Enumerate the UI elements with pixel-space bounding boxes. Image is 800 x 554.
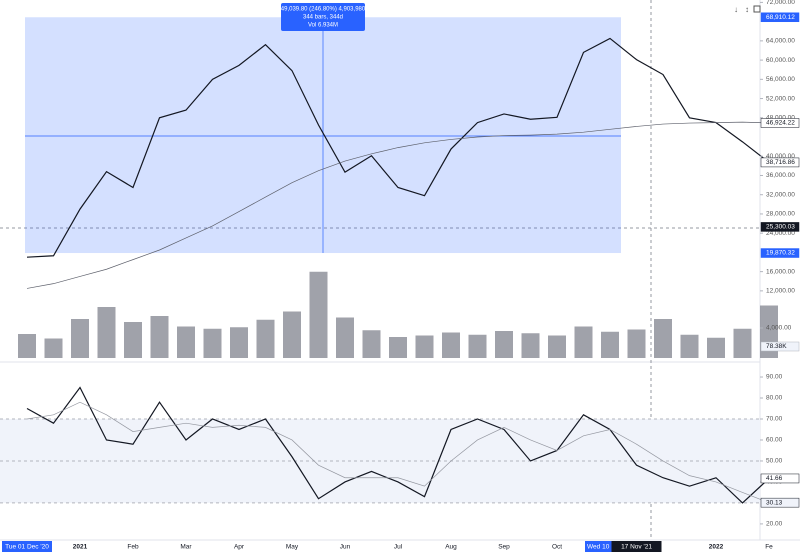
y-tick-label: 32,000.00 [766,191,795,198]
y-tick-label: 4,000.00 [766,325,792,332]
volume-bar [124,322,142,358]
y-tick-label: 40,000.00 [766,153,795,160]
price-highlight [760,118,800,128]
price-highlight [760,12,800,23]
toolbar: ↓ ↕ [734,5,761,14]
y-tick-label: 64,000.00 [766,38,795,45]
volume-bar [309,271,328,358]
volume-bar [733,328,752,358]
measure-tooltip-line: Vol 6.934M [308,23,338,29]
y-tick-label: 72,000.00 [766,0,795,6]
volume-bar [574,326,593,358]
series-line [26,121,770,289]
volume-label-box [760,341,800,352]
volume-bar [389,337,407,358]
y-tick-label: 60,000.00 [766,57,795,64]
y-tick-label: 56,000.00 [766,76,795,83]
x-tick-label: Mar [180,544,192,551]
y-tick-label: 80.00 [766,395,783,402]
icon-maximize[interactable] [753,5,761,13]
x-tick-label: Jun [340,544,351,551]
volume-bar [548,335,566,358]
volume-bar [150,316,169,358]
volume-bar [707,337,725,358]
volume-bar [654,319,672,358]
x-tick-label: Apr [234,544,245,551]
volume-bar [71,319,89,358]
volume-bar [468,334,487,358]
x-tick-label: Tue 01 Dec '20 [5,544,49,551]
x-tick-label: Aug [445,544,457,551]
volume-bar [415,335,434,358]
volume-bar [97,307,116,358]
y-tick-label: 16,000.00 [766,268,795,275]
icon-resize[interactable]: ↕ [745,5,749,14]
price-highlight-label: 41.66 [766,475,783,482]
price-highlight-label: 68,910.12 [766,14,795,21]
price-highlight [760,157,800,168]
price-highlight [760,222,800,232]
y-tick-label: 20.00 [766,521,783,528]
y-tick-label: 48,000.00 [766,115,795,122]
series-line [26,37,770,258]
x-tick-label: Sep [498,544,510,551]
icon-down[interactable]: ↓ [734,5,738,14]
measure-tooltip [281,3,365,31]
volume-bar [230,327,248,358]
volume-bar [203,328,222,358]
volume-bar [44,338,63,358]
price-highlight [760,473,800,484]
volume-bar [256,319,275,358]
volume-bar [362,330,381,358]
x-tick-label: 2022 [709,544,724,551]
measure-tooltip-line: 49,039.80 (246.80%) 4,903,980 [281,7,366,13]
x-tick-label: May [286,544,299,551]
price-highlight-label: 19,870.32 [766,250,795,257]
volume-bar [521,333,540,358]
volume-label: 78.38K [766,343,787,350]
volume-bar [601,331,619,358]
volume-bar [495,331,513,358]
x-tick-label: Fe [765,544,773,551]
y-tick-label: 70.00 [766,416,783,423]
price-highlight [760,248,800,258]
measure-tooltip-line: 344 bars, 344d [303,15,343,21]
y-tick-label: 36,000.00 [766,172,795,179]
y-tick-label: 28,000.00 [766,211,795,218]
x-tick-label: Feb [127,544,139,551]
x-tick-label: Wed 10 Nov '21 [587,544,633,551]
volume-bar [283,311,301,358]
volume-bar [627,329,646,358]
price-highlight-label: 46,924.22 [766,120,795,127]
y-tick-label: 52,000.00 [766,95,795,102]
x-tick-label: Jul [394,544,403,551]
y-tick-label: 12,000.00 [766,288,795,295]
series-line [26,401,770,503]
x-tick-label: 17 Nov '21 [621,544,652,551]
x-highlight [585,541,635,552]
volume-bar [336,317,354,358]
volume-bar [177,326,195,358]
price-highlight-label: 38,716.86 [766,159,795,166]
price-highlight-label: 25,300.03 [766,224,795,231]
volume-bar [442,332,460,358]
x-highlight [2,541,52,552]
y-tick-label: 90.00 [766,374,783,381]
price-highlight-label: 30.13 [766,499,783,506]
price-highlight [760,497,800,508]
x-tick-label: 2021 [73,544,88,551]
series-line [26,386,770,504]
y-tick-label: 60.00 [766,437,783,444]
x-highlight [611,541,662,552]
y-tick-label: 50.00 [766,458,783,465]
volume-bar [680,334,699,358]
y-tick-label: 24,000.00 [766,230,795,237]
x-tick-label: Oct [552,544,562,551]
volume-bar [18,334,36,358]
